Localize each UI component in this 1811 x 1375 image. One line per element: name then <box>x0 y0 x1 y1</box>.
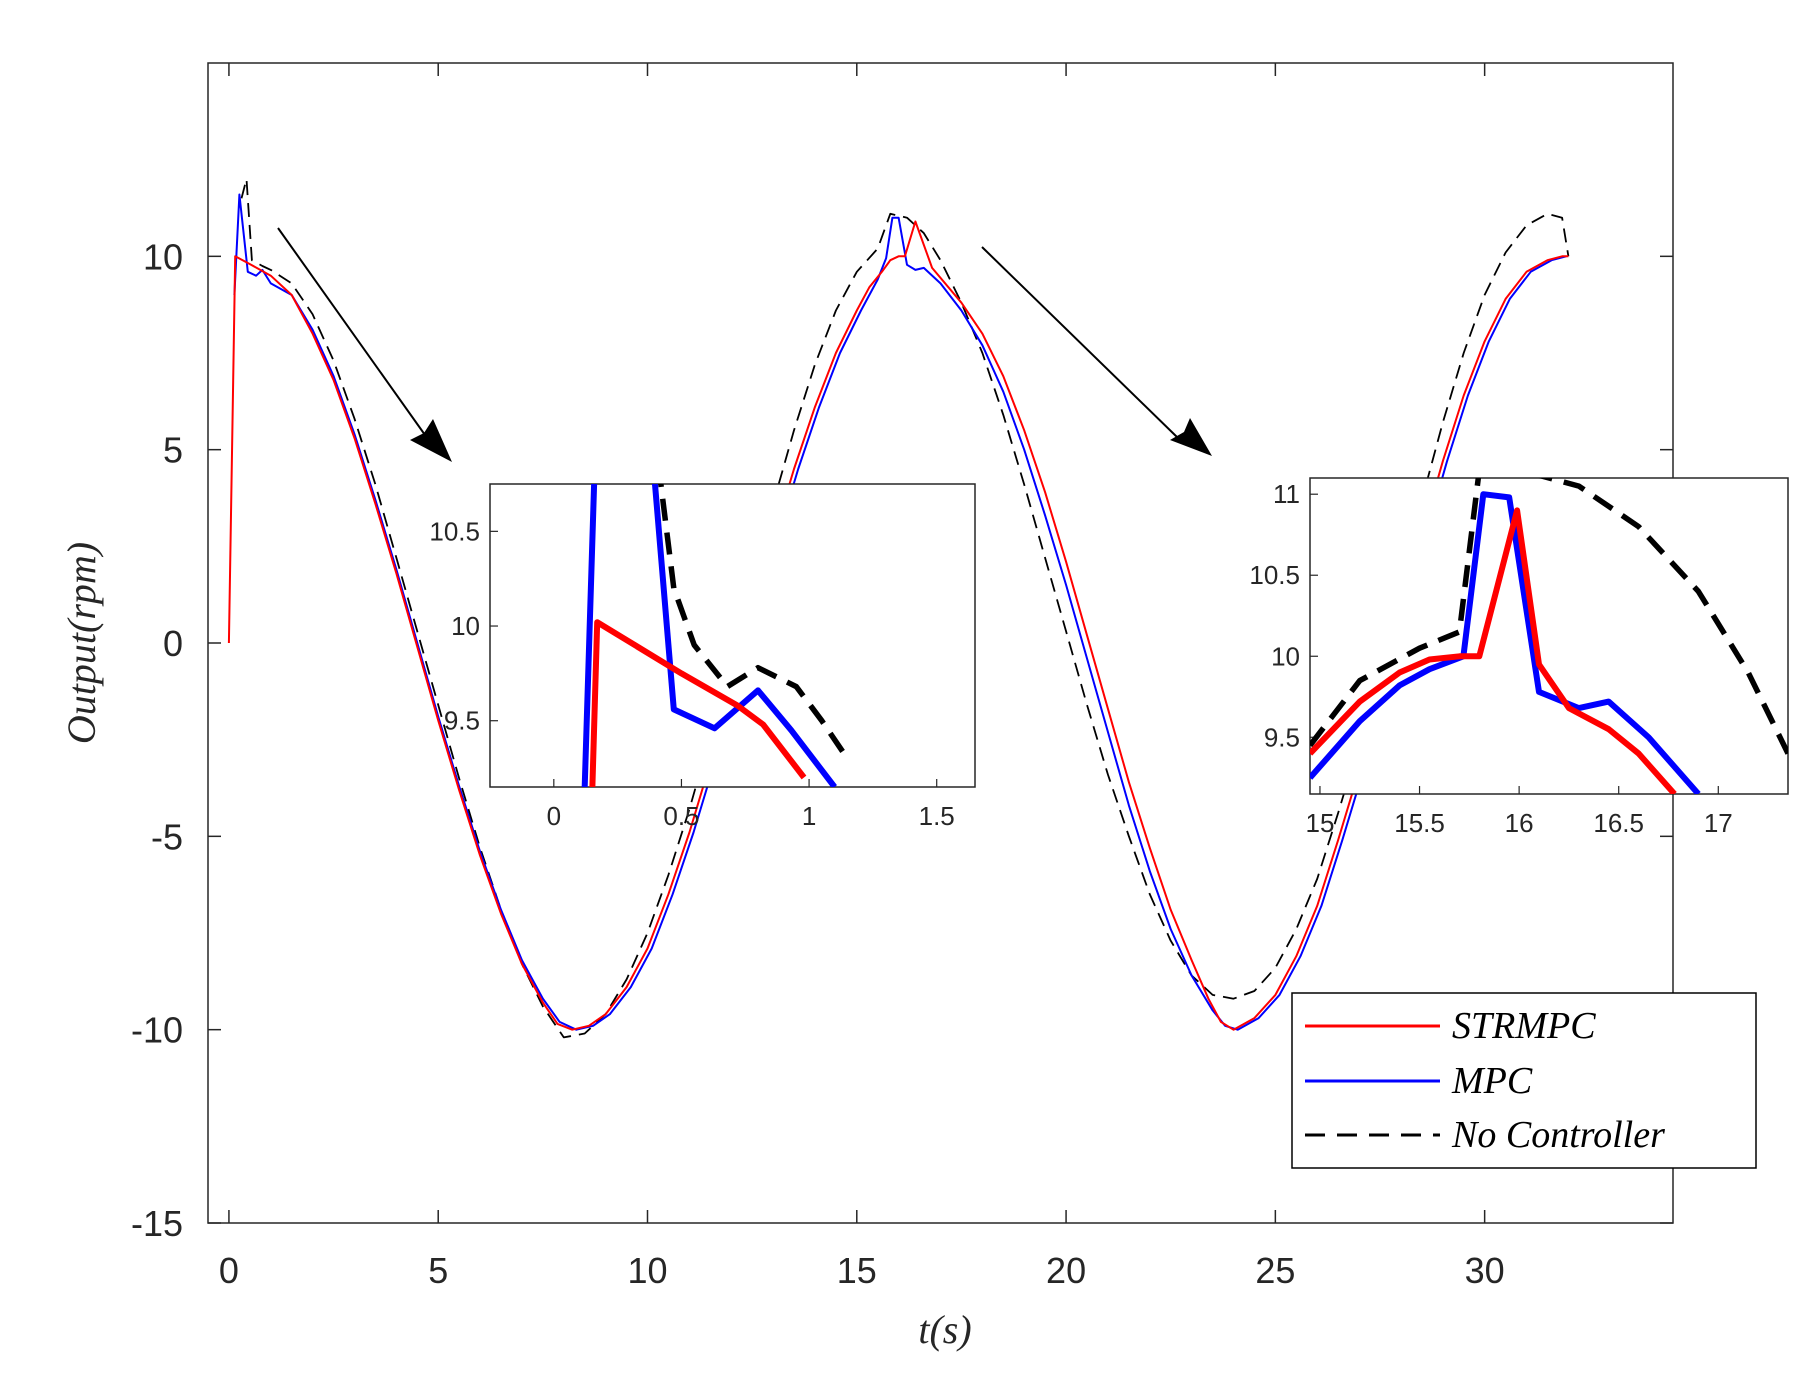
legend-label-strmpc: STRMPC <box>1452 1005 1596 1047</box>
zoom-arrow-right <box>981 246 1179 439</box>
legend-label-mpc: MPC <box>1451 1060 1533 1102</box>
y-tick-label: -5 <box>151 816 183 857</box>
x-tick-label: 30 <box>1465 1250 1505 1291</box>
inset-x-tick-label: 0 <box>547 801 561 831</box>
inset-right-ticks: 15 15.5 16 16.5 17 11 10.5 10 9.5 <box>1249 479 1732 838</box>
y-axis-label: Output(rpm) <box>59 542 104 744</box>
inset-x-tick-label: 0.5 <box>663 801 699 831</box>
inset-x-tick-label: 1 <box>802 801 816 831</box>
inset-right-line-no-controller <box>1310 478 1788 755</box>
x-tick-label: 20 <box>1046 1250 1086 1291</box>
inset-x-tick-label: 16 <box>1505 808 1534 838</box>
inset-right-line-strmpc <box>1310 507 1677 794</box>
inset-right-line-mpc <box>1310 491 1701 794</box>
main-lines <box>227 178 1570 1039</box>
series-line-strmpc <box>227 220 1569 1031</box>
zoom-arrows <box>277 227 1212 462</box>
y-tick-label: -15 <box>131 1203 183 1244</box>
inset-x-tick-label: 1.5 <box>919 801 955 831</box>
inset-x-tick-label: 15.5 <box>1394 808 1445 838</box>
inset-x-tick-label: 17 <box>1704 808 1733 838</box>
zoom-arrowhead-right <box>1170 418 1212 456</box>
inset-y-tick-label: 11 <box>1273 479 1300 509</box>
inset-x-tick-label: 16.5 <box>1593 808 1644 838</box>
y-tick-label: -10 <box>131 1010 183 1051</box>
x-tick-label: 5 <box>428 1250 448 1291</box>
inset-right: 15 15.5 16 16.5 17 11 10.5 10 9.5 <box>1249 477 1789 838</box>
inset-y-tick-label: 10 <box>1271 641 1300 671</box>
legend-label-nocontroller: No Controller <box>1451 1114 1665 1156</box>
legend: STRMPC MPC No Controller <box>1291 992 1757 1169</box>
inset-right-lines <box>1310 478 1788 794</box>
inset-y-tick-label: 10 <box>451 611 480 641</box>
inset-left-line-strmpc <box>589 619 807 787</box>
x-tick-label: 25 <box>1255 1250 1295 1291</box>
y-tick-label: 0 <box>163 623 183 664</box>
inset-left-plot-area <box>489 483 976 788</box>
inset-y-tick-label: 9.5 <box>444 706 480 736</box>
series-line-no-controller <box>240 178 1570 1039</box>
inset-y-tick-label: 10.5 <box>429 516 480 546</box>
inset-y-tick-label: 9.5 <box>1264 722 1300 752</box>
inset-left-line-mpc <box>581 484 837 787</box>
inset-right-plot-area <box>1309 477 1789 795</box>
inset-left-line-no-controller <box>658 484 850 761</box>
y-tick-label: 10 <box>143 236 183 277</box>
inset-left-ticks: 0 0.5 1 1.5 10.5 10 9.5 <box>429 516 954 831</box>
y-tick-label: 5 <box>163 430 183 471</box>
x-tick-label: 10 <box>627 1250 667 1291</box>
inset-left-lines <box>581 484 850 787</box>
zoom-arrowhead-left <box>410 419 452 462</box>
x-tick-label: 0 <box>219 1250 239 1291</box>
x-tick-label: 15 <box>837 1250 877 1291</box>
inset-y-tick-label: 10.5 <box>1249 560 1300 590</box>
series-line-mpc <box>233 193 1567 1031</box>
zoom-arrow-left <box>277 227 431 443</box>
inset-left: 0 0.5 1 1.5 10.5 10 9.5 <box>429 483 976 831</box>
x-axis-label: t(s) <box>918 1307 971 1352</box>
inset-x-tick-label: 15 <box>1305 808 1334 838</box>
